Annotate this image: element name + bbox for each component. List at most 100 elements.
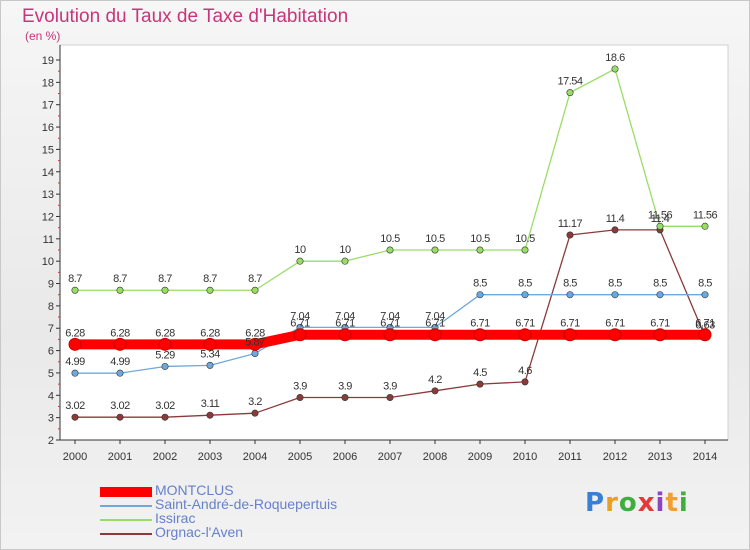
logo-letter: P — [585, 488, 606, 518]
plot-area — [59, 44, 729, 441]
y-tick-label: 14 — [42, 167, 54, 179]
x-tick-label: 2000 — [63, 451, 87, 463]
x-tick-label: 2003 — [198, 451, 222, 463]
data-point — [68, 337, 82, 351]
y-tick-label: 19 — [42, 55, 54, 67]
data-label: 10 — [294, 244, 306, 256]
data-point — [338, 328, 352, 342]
data-point — [473, 328, 487, 342]
y-tick-label: 10 — [42, 256, 54, 268]
logo-letter: t — [665, 488, 679, 518]
data-point — [386, 246, 394, 254]
data-point — [206, 286, 214, 294]
x-tick-label: 2012 — [603, 451, 627, 463]
y-tick-label: 7 — [48, 323, 54, 335]
data-point — [566, 231, 574, 239]
data-point — [296, 394, 304, 402]
logo-letter: r — [605, 488, 619, 518]
data-label: 5.34 — [200, 348, 220, 360]
data-point — [608, 328, 622, 342]
x-tick-label: 2001 — [108, 451, 132, 463]
x-tick-label: 2005 — [288, 451, 312, 463]
y-tick-label: 9 — [48, 279, 54, 291]
data-label: 8.7 — [113, 273, 127, 285]
data-label: 11.4 — [651, 213, 670, 225]
data-point — [431, 387, 439, 395]
data-label: 6.63 — [695, 320, 715, 332]
x-tick-label: 2006 — [333, 451, 357, 463]
logo-letter: x — [637, 488, 656, 518]
logo-letter: o — [618, 488, 638, 518]
data-point — [476, 380, 484, 388]
chart-subtitle: (en %) — [25, 29, 61, 43]
data-point — [518, 328, 532, 342]
data-label: 6.71 — [695, 318, 715, 330]
x-tick-label: 2004 — [243, 451, 267, 463]
data-point — [293, 328, 307, 342]
legend-swatch — [100, 505, 152, 507]
data-label: 6.28 — [155, 327, 175, 339]
data-label: 3.9 — [293, 381, 307, 393]
data-label: 6.71 — [605, 318, 625, 330]
data-label: 8.5 — [653, 278, 667, 290]
logo-letter: i — [655, 488, 666, 518]
y-tick-label: 11 — [43, 234, 54, 246]
data-label: 6.28 — [245, 327, 265, 339]
y-tick-label: 16 — [42, 122, 54, 134]
data-label: 17.54 — [557, 76, 582, 88]
y-tick-label: 3 — [48, 413, 54, 425]
data-label: 7.04 — [290, 310, 310, 322]
data-label: 10.5 — [380, 233, 400, 245]
data-point — [116, 369, 124, 377]
data-point — [653, 328, 667, 342]
data-label: 8.5 — [518, 278, 532, 290]
data-point — [428, 328, 442, 342]
legend-swatch — [100, 533, 152, 535]
data-point — [248, 337, 262, 351]
data-point — [251, 349, 259, 357]
data-label: 6.71 — [425, 318, 445, 330]
data-label: 8.7 — [68, 273, 82, 285]
x-tick-label: 2014 — [693, 451, 717, 463]
data-label: 6.71 — [560, 318, 580, 330]
x-tick-label: 2002 — [153, 451, 177, 463]
data-label: 6.71 — [335, 318, 355, 330]
data-label: 7.04 — [335, 310, 355, 322]
x-tick-label: 2009 — [468, 451, 492, 463]
data-label: 11.17 — [558, 218, 583, 230]
data-label: 11.56 — [648, 209, 673, 221]
data-label: 10.5 — [425, 233, 445, 245]
data-point — [206, 361, 214, 369]
data-point — [431, 246, 439, 254]
data-label: 6.71 — [515, 318, 535, 330]
data-label: 8.5 — [698, 278, 712, 290]
data-label: 6.28 — [110, 327, 130, 339]
data-label: 8.7 — [203, 273, 217, 285]
logo-letter: i — [678, 488, 689, 518]
data-point — [161, 286, 169, 294]
data-label: 7.04 — [380, 310, 400, 322]
data-label: 5.87 — [245, 336, 265, 348]
y-tick-label: 8 — [48, 301, 54, 313]
data-label: 3.9 — [338, 381, 352, 393]
data-point — [701, 222, 709, 230]
data-label: 5.29 — [155, 349, 175, 361]
data-point — [296, 257, 304, 265]
y-tick-label: 12 — [42, 211, 54, 223]
legend-label: Saint-André-de-Roquepertuis — [155, 496, 338, 512]
data-label: 8.7 — [158, 273, 172, 285]
legend-label: Orgnac-l'Aven — [155, 524, 244, 540]
data-label: 4.2 — [428, 374, 442, 386]
data-point — [566, 291, 574, 299]
data-point — [521, 378, 529, 386]
y-tick-label: 15 — [42, 144, 54, 156]
data-label: 6.71 — [470, 318, 490, 330]
y-tick-label: 2 — [48, 435, 54, 447]
proxiti-logo: Proxiti — [585, 488, 689, 518]
data-label: 8.5 — [563, 278, 577, 290]
data-label: 4.5 — [473, 367, 487, 379]
y-tick-label: 17 — [42, 100, 54, 112]
x-tick-label: 2007 — [378, 451, 402, 463]
data-point — [698, 328, 712, 342]
